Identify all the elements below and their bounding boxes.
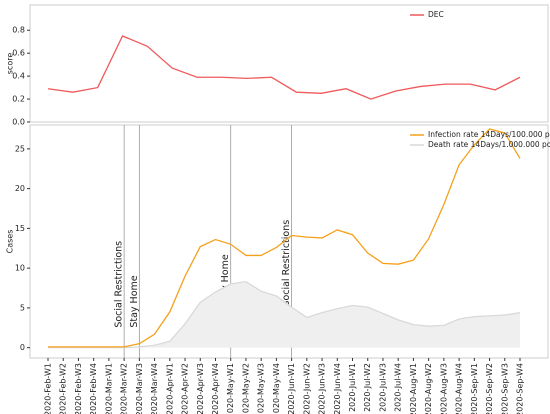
x-tick-label: 2020-Jul-W3 xyxy=(378,363,387,412)
x-tick-label: 2020-Jun-W1 xyxy=(287,363,296,414)
x-tick-label: 2020-Feb-W4 xyxy=(89,363,98,414)
legend-label: Death rate 14Days/1.000.000 pop xyxy=(428,140,550,149)
x-tick-label: 2020-May-W2 xyxy=(241,363,250,414)
plot-frame xyxy=(29,4,549,123)
y-tick-label: 0.4 xyxy=(12,72,25,81)
y-tick-label: 0.0 xyxy=(12,118,25,127)
x-tick-label: 2020-Mar-W2 xyxy=(120,363,129,414)
x-tick-label: 2020-Jun-W4 xyxy=(333,363,342,414)
y-tick-label: 0.2 xyxy=(12,95,25,104)
y-tick-label: 0.8 xyxy=(12,26,25,35)
series-line xyxy=(48,128,521,348)
y-axis-label: score xyxy=(6,53,15,75)
x-tick-label: 2020-Apr-W1 xyxy=(165,363,174,414)
y-tick-label: 5 xyxy=(20,303,25,312)
x-tick-label: 2020-Jul-W4 xyxy=(394,363,403,412)
annotation: End Social Restrictions xyxy=(281,220,292,328)
x-tick-label: 2020-Feb-W3 xyxy=(74,363,83,414)
x-tick-label: 2020-Sep-W2 xyxy=(485,363,494,414)
x-tick-label: 2020-Aug-W3 xyxy=(439,363,448,414)
y-tick-label: 0 xyxy=(20,343,25,352)
area xyxy=(48,281,520,348)
y-tick-label: 20 xyxy=(15,184,25,193)
series-line xyxy=(47,35,521,100)
x-tick-label: 2020-Sep-W4 xyxy=(516,363,525,414)
series-line xyxy=(48,280,521,349)
x-tick-label: 2020-Apr-W2 xyxy=(181,363,190,414)
legend-label: Infection rate 14Days/100.000 pop xyxy=(428,130,550,139)
x-tick-label: 2020-Apr-W4 xyxy=(211,363,220,414)
x-tick-label: 2020-Aug-W4 xyxy=(455,363,464,414)
annotation: Stay Home xyxy=(129,275,140,327)
x-tick-label: 2020-Aug-W2 xyxy=(424,363,433,414)
x-tick-label: 2020-Feb-W2 xyxy=(59,363,68,414)
x-tick-label: 2020-May-W3 xyxy=(257,363,266,414)
x-tick-label: 2020-Aug-W1 xyxy=(409,363,418,414)
x-tick-label: 2020-May-W1 xyxy=(226,363,235,414)
x-tick-label: 2020-Mar-W3 xyxy=(135,363,144,414)
x-tick-label: 2020-May-W4 xyxy=(272,363,281,414)
plot-frame xyxy=(29,124,549,359)
legend-label: DEC xyxy=(428,10,444,19)
x-tick-label: 2020-Jul-W1 xyxy=(348,363,357,412)
x-tick-label: 2020-Sep-W3 xyxy=(500,363,509,414)
x-tick-label: 2020-Jun-W3 xyxy=(318,363,327,414)
annotation: Social Restrictions xyxy=(114,241,125,328)
y-tick-label: 15 xyxy=(15,224,25,233)
x-tick-label: 2020-Apr-W3 xyxy=(196,363,205,414)
x-tick-label: 2020-Mar-W4 xyxy=(150,363,159,414)
y-tick-label: 0.6 xyxy=(12,49,25,58)
x-tick-label: 2020-Jul-W2 xyxy=(363,363,372,412)
x-tick-label: 2020-Feb-W1 xyxy=(44,363,53,414)
x-tick-label: 2020-Jun-W2 xyxy=(302,363,311,414)
y-tick-label: 10 xyxy=(15,264,25,273)
x-tick-label: 2020-Sep-W1 xyxy=(470,363,479,414)
y-axis-label: Cases xyxy=(6,230,15,254)
y-tick-label: 25 xyxy=(15,144,25,153)
x-tick-label: 2020-Mar-W1 xyxy=(104,363,113,414)
